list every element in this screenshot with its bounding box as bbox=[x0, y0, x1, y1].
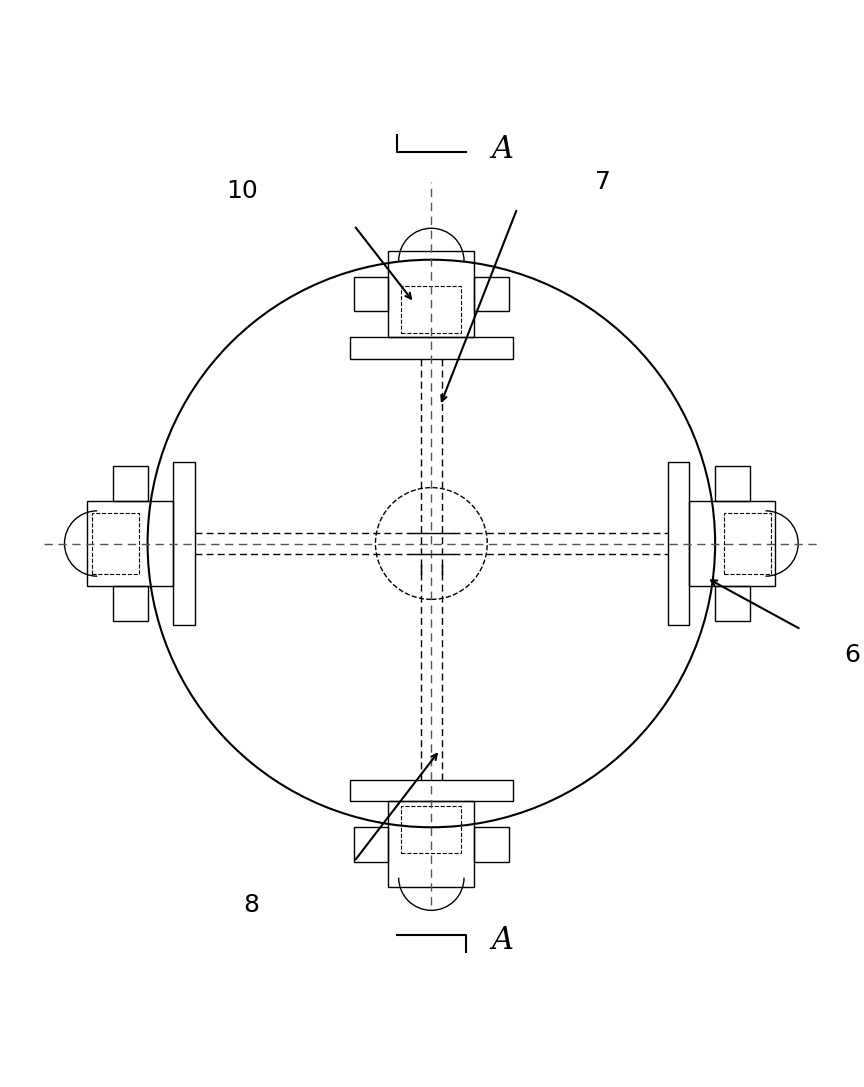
Bar bbox=[388, 801, 474, 887]
Bar bbox=[174, 462, 195, 625]
Bar bbox=[113, 587, 148, 621]
Bar bbox=[668, 462, 689, 625]
Text: 10: 10 bbox=[226, 179, 258, 203]
Bar bbox=[87, 500, 174, 587]
Bar bbox=[401, 805, 461, 853]
Bar bbox=[92, 513, 139, 574]
Bar bbox=[474, 277, 509, 311]
Text: A: A bbox=[492, 925, 513, 957]
Bar bbox=[724, 513, 771, 574]
Bar bbox=[350, 780, 513, 801]
Bar bbox=[401, 286, 461, 333]
Bar bbox=[474, 827, 509, 862]
Text: A: A bbox=[492, 134, 513, 165]
Bar bbox=[113, 466, 148, 500]
Text: 7: 7 bbox=[595, 171, 611, 195]
Bar bbox=[689, 500, 775, 587]
Bar bbox=[354, 827, 388, 862]
Text: 6: 6 bbox=[845, 644, 861, 667]
Text: 8: 8 bbox=[243, 892, 258, 916]
Bar bbox=[715, 466, 749, 500]
Bar bbox=[715, 587, 749, 621]
Bar bbox=[388, 251, 474, 337]
Bar bbox=[354, 277, 388, 311]
Bar bbox=[350, 337, 513, 359]
